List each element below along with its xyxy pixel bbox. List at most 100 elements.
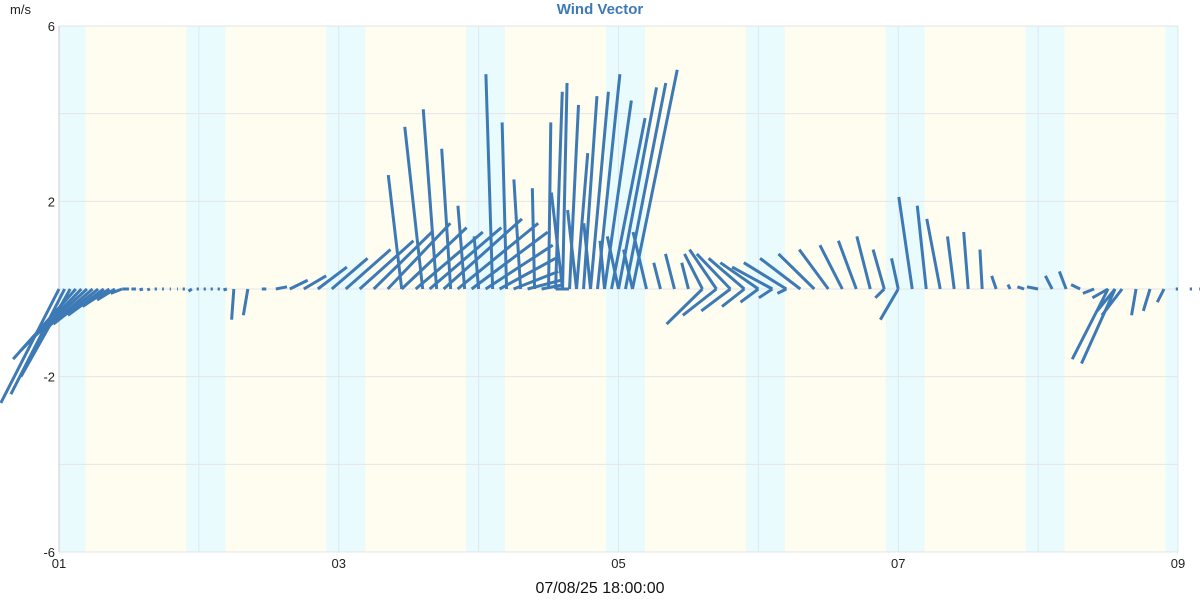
wind-vector: [631, 231, 648, 290]
wind-vector: [871, 249, 886, 290]
wind-vector: [879, 288, 900, 321]
wind-vector: [561, 82, 569, 290]
x-tick-label: 07: [891, 556, 905, 571]
y-tick-labels: 6 2 -2 -6: [43, 19, 55, 560]
wind-vector: [403, 126, 425, 290]
wind-vector: [1080, 288, 1117, 365]
x-tick-label: 09: [1171, 556, 1185, 571]
wind-vector: [721, 287, 746, 308]
wind-vector: [1016, 285, 1025, 291]
x-tick-labels: 01 03 05 07 09: [52, 556, 1185, 571]
wind-vector: [1091, 287, 1109, 300]
wind-vector: [96, 287, 116, 302]
wind-vector: [289, 278, 309, 291]
y-tick-label: -2: [43, 370, 55, 385]
wind-vector: [818, 244, 844, 290]
y-tick-label: 6: [48, 19, 55, 34]
wind-vector: [631, 69, 679, 290]
wind-vector: [67, 287, 105, 317]
wind-vector: [223, 287, 228, 292]
wind-vector: [40, 287, 94, 334]
wind-vector: [456, 205, 467, 290]
wind-vector: [512, 179, 523, 290]
wind-vector: [1155, 288, 1166, 303]
wind-vector: [652, 262, 662, 290]
wind-vector: [798, 248, 830, 290]
wind-vector: [776, 287, 788, 295]
wind-vector: [472, 236, 481, 290]
wind-vector: [683, 253, 704, 290]
wind-vector: [549, 192, 565, 290]
wind-vector: [1141, 288, 1152, 312]
wind-vector: [421, 109, 439, 290]
vector-series: [0, 69, 1200, 404]
wind-vector: [330, 257, 369, 291]
wind-vector: [27, 287, 88, 343]
wind-vector: [187, 287, 193, 293]
wind-vector: [605, 236, 620, 290]
wind-vector: [241, 288, 250, 316]
wind-vector: [372, 230, 433, 291]
wind-vector: [541, 283, 565, 291]
wind-vector: [1044, 275, 1054, 290]
wind-vector: [739, 287, 760, 304]
wind-vector: [598, 240, 607, 290]
wind-vector: [500, 122, 509, 290]
wind-vector: [897, 196, 914, 290]
wind-vector: [978, 249, 984, 290]
wind-vector: [874, 287, 886, 299]
wind-vector: [890, 257, 900, 290]
wind-vector: [456, 222, 540, 291]
wind-vector: [1070, 283, 1081, 291]
wind-vector: [688, 248, 718, 290]
wind-vector: [139, 287, 144, 292]
wind-vector: [81, 287, 111, 308]
wind-vector: [554, 91, 564, 290]
wind-vector: [530, 188, 537, 290]
wind-vector: [695, 252, 732, 291]
wind-vector: [9, 288, 66, 395]
wind-vector: [146, 287, 151, 292]
y-tick-label: 2: [48, 194, 55, 209]
wind-vector: [915, 205, 928, 290]
wind-vector: [962, 231, 970, 290]
footer-timestamp: 07/08/25 18:00:00: [535, 580, 665, 597]
wind-vector: [428, 226, 503, 291]
wind-vector: [743, 261, 788, 291]
x-tick-label: 05: [611, 556, 625, 571]
wind-vector: [855, 236, 872, 290]
wind-vector: [1057, 270, 1068, 290]
wind-vector: [484, 74, 495, 290]
wind-vector: [589, 91, 610, 290]
wind-vector: [1070, 288, 1110, 360]
wind-vector: [603, 100, 633, 290]
wind-vector: [358, 239, 415, 291]
wind-vector: [836, 240, 858, 290]
wind-vector: [758, 287, 774, 300]
wind-vector: [945, 236, 956, 290]
wind-vector: [707, 257, 746, 291]
wind-vector: [664, 253, 676, 290]
wind-vector: [498, 257, 557, 291]
wind-vector: [777, 252, 816, 291]
y-tick-label: -6: [43, 545, 55, 560]
x-tick-label: 03: [332, 556, 346, 571]
wind-vector: [700, 287, 732, 313]
wind-vector: [759, 257, 802, 291]
wind-vector: [582, 223, 593, 290]
wind-vector: [681, 287, 718, 317]
wind-vector: [303, 274, 327, 291]
chart-title: Wind Vector: [556, 1, 644, 18]
wind-vector: [440, 148, 453, 290]
wind-vector: [665, 287, 704, 326]
wind-vector: [470, 230, 549, 291]
wind-vector: [624, 82, 668, 290]
wind-vector: [442, 217, 523, 291]
wind-vector: [316, 265, 348, 291]
wind-vector: [230, 288, 236, 320]
y-axis-unit: m/s: [10, 2, 31, 17]
wind-vector: [547, 122, 553, 290]
wind-vector: [1082, 287, 1095, 295]
wind-vector: [1026, 285, 1039, 291]
